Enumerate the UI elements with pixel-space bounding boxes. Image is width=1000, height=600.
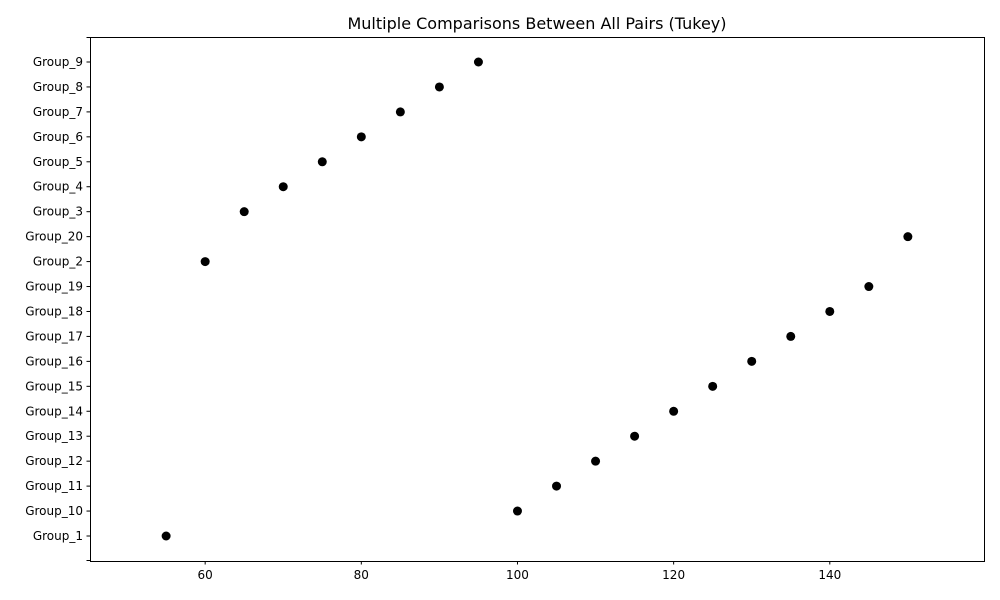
data-point xyxy=(552,481,562,491)
data-point xyxy=(317,157,327,167)
data-point xyxy=(278,182,288,192)
data-point xyxy=(356,132,366,142)
y-tick-label: Group_15 xyxy=(25,379,83,393)
y-tick-label: Group_16 xyxy=(25,354,83,368)
y-tick-label: Group_10 xyxy=(25,504,83,518)
y-tick-label: Group_3 xyxy=(33,205,83,219)
data-point xyxy=(434,82,444,92)
y-tick-label: Group_19 xyxy=(25,280,83,294)
y-tick-label: Group_6 xyxy=(33,130,83,144)
plot-area-frame xyxy=(90,37,985,562)
y-tick-label: Group_11 xyxy=(25,479,83,493)
chart-title: Multiple Comparisons Between All Pairs (… xyxy=(347,14,726,33)
data-point xyxy=(473,57,483,67)
data-point xyxy=(708,381,718,391)
y-tick-label: Group_9 xyxy=(33,55,83,69)
data-point xyxy=(591,456,601,466)
data-point xyxy=(512,506,522,516)
data-point xyxy=(161,531,171,541)
data-point xyxy=(395,107,405,117)
data-point xyxy=(903,232,913,242)
data-point xyxy=(239,207,249,217)
y-tick-label: Group_1 xyxy=(33,529,83,543)
y-tick-label: Group_5 xyxy=(33,155,83,169)
data-point xyxy=(669,406,679,416)
x-tick-label: 80 xyxy=(354,568,369,582)
data-point xyxy=(200,257,210,267)
data-point xyxy=(786,331,796,341)
y-tick-label: Group_12 xyxy=(25,454,83,468)
y-tick-label: Group_4 xyxy=(33,180,83,194)
data-point xyxy=(747,356,757,366)
x-tick-label: 120 xyxy=(662,568,685,582)
y-tick-label: Group_2 xyxy=(33,255,83,269)
x-tick-label: 100 xyxy=(506,568,529,582)
data-points xyxy=(161,57,913,541)
x-tick-label: 60 xyxy=(198,568,213,582)
data-point xyxy=(630,431,640,441)
data-point xyxy=(864,282,874,292)
y-tick-label: Group_8 xyxy=(33,80,83,94)
y-tick-label: Group_20 xyxy=(25,230,83,244)
x-axis: 60 80 100 120 140 xyxy=(198,561,841,582)
y-tick-label: Group_14 xyxy=(25,404,83,418)
y-tick-label: Group_13 xyxy=(25,429,83,443)
y-tick-label: Group_7 xyxy=(33,105,83,119)
y-tick-label: Group_18 xyxy=(25,304,83,318)
y-tick-label: Group_17 xyxy=(25,329,83,343)
x-tick-label: 140 xyxy=(818,568,841,582)
y-axis: Group_1 Group_10 Group_11 Group_12 Group_13 G… xyxy=(25,37,90,561)
data-point xyxy=(825,306,835,316)
